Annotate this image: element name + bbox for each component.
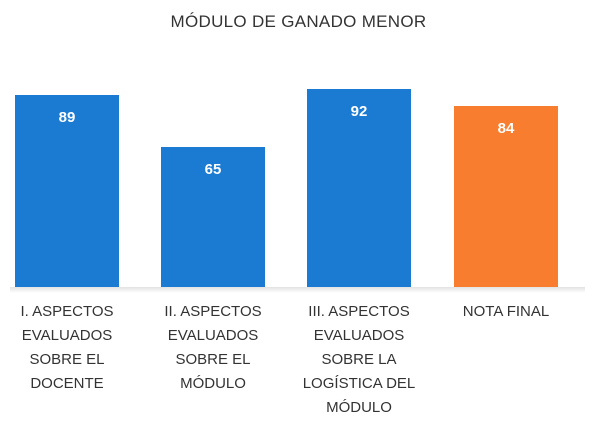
x-tick-label: III. ASPECTOS EVALUADOS SOBRE LA LOGÍSTI… xyxy=(302,303,416,416)
bar xyxy=(15,95,119,287)
data-label: 84 xyxy=(497,120,515,138)
data-label: 92 xyxy=(350,103,368,120)
x-tick-label: I. ASPECTOS EVALUADOS SOBRE EL DOCENTE xyxy=(20,303,114,392)
baseline xyxy=(10,287,585,293)
chart-title: MÓDULO DE GANADO MENOR xyxy=(170,12,427,31)
x-tick-label: NOTA FINAL xyxy=(462,303,550,320)
data-label: 65 xyxy=(204,161,222,179)
x-tick-label: II. ASPECTOS EVALUADOS SOBRE EL MÓDULO xyxy=(164,303,262,392)
data-label: 89 xyxy=(58,109,76,127)
bar xyxy=(161,147,265,287)
bar xyxy=(307,89,411,287)
bar xyxy=(454,106,558,287)
